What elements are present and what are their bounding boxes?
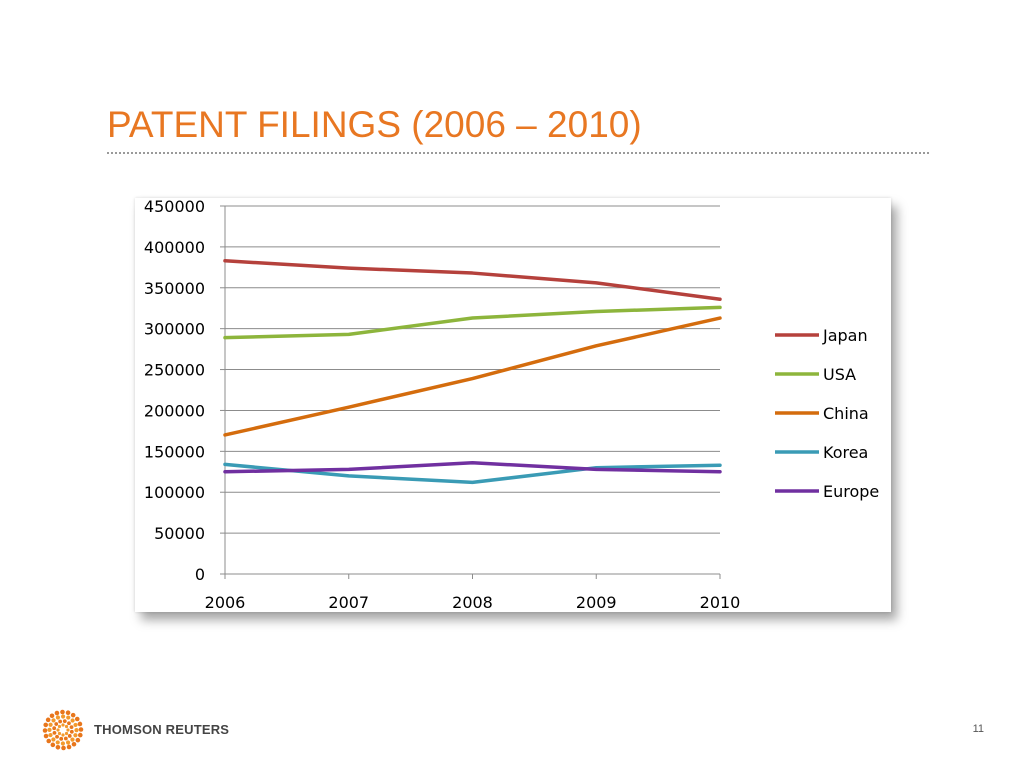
- logo-dot: [50, 742, 56, 748]
- logo-dot: [62, 719, 67, 724]
- x-tick-label: 2009: [576, 593, 617, 612]
- logo-dot: [71, 741, 77, 747]
- logo-dot: [57, 731, 62, 736]
- thomson-reuters-logo-icon: [42, 709, 84, 751]
- logo-dot: [55, 744, 61, 750]
- logo-dot: [61, 733, 65, 737]
- logo-dot: [54, 710, 60, 716]
- series-line-japan: [223, 259, 722, 301]
- series-line-europe: [223, 461, 722, 474]
- legend-label-china: China: [823, 404, 869, 423]
- logo-dot: [59, 736, 64, 741]
- slide-title: PATENT FILINGS (2006 – 2010): [107, 104, 642, 145]
- logo-dot: [74, 716, 80, 722]
- logo-dot: [52, 730, 57, 735]
- series-line-korea: [223, 462, 722, 485]
- x-tick-label: 2006: [205, 593, 246, 612]
- y-axis-tick-labels: 0 50000 100000 150000 200000 250000 300000 3500…: [144, 198, 205, 584]
- logo-dot: [70, 737, 75, 742]
- logo-dot: [69, 725, 74, 730]
- logo-dot: [65, 740, 71, 745]
- logo-dot: [54, 722, 59, 726]
- logo-dot: [77, 732, 83, 738]
- y-tick-label: 300000: [144, 320, 205, 339]
- logo-dot: [57, 724, 62, 729]
- line-chart: 0 50000 100000 150000 200000 250000 300000 3500…: [135, 198, 891, 612]
- series-line-usa: [223, 305, 722, 340]
- logo-dot: [52, 726, 57, 731]
- logo-dot: [45, 717, 51, 723]
- chart-series: [223, 259, 722, 485]
- logo-dot: [75, 737, 81, 743]
- legend-label-korea: Korea: [823, 443, 868, 462]
- logo-dot: [43, 722, 49, 728]
- logo-dot: [66, 715, 71, 720]
- y-tick-label: 250000: [144, 361, 205, 380]
- y-tick-label: 200000: [144, 401, 205, 420]
- logo-dot: [49, 713, 55, 719]
- logo-dot: [70, 718, 75, 723]
- logo-dot: [46, 738, 52, 744]
- logo-dot: [56, 728, 60, 732]
- logo-dot: [73, 733, 78, 738]
- x-tick-label: 2007: [328, 593, 369, 612]
- logo-dot: [67, 734, 72, 738]
- chart-gridlines: [225, 205, 720, 534]
- logo-dot: [66, 728, 70, 732]
- series-line-china: [223, 316, 722, 437]
- logo-dot: [74, 727, 79, 733]
- logo-dot: [58, 719, 63, 724]
- logo-dot: [67, 721, 71, 726]
- logo-dot: [77, 721, 83, 727]
- y-tick-label: 0: [195, 565, 205, 584]
- legend-label-usa: USA: [823, 365, 856, 384]
- logo-dot: [60, 741, 66, 746]
- logo-dot: [51, 718, 56, 723]
- logo-dot: [69, 729, 74, 734]
- logo-dot: [55, 715, 61, 720]
- logo-dot: [43, 733, 49, 739]
- x-axis-tick-labels: 2006 2007 2008 2009 2010: [205, 593, 741, 612]
- y-tick-label: 350000: [144, 279, 205, 298]
- logo-dot: [48, 722, 53, 727]
- x-tick-label: 2010: [700, 593, 741, 612]
- y-tick-label: 400000: [144, 238, 205, 257]
- logo-dot: [47, 727, 52, 733]
- chart-canvas: 0 50000 100000 150000 200000 250000 300000 3500…: [144, 198, 879, 612]
- chart-axes: [220, 205, 721, 579]
- logo-dot: [60, 709, 65, 715]
- y-tick-label: 150000: [144, 442, 205, 461]
- legend-label-europe: Europe: [823, 482, 879, 501]
- logo-dot: [51, 737, 56, 742]
- page-number: 11: [972, 723, 984, 735]
- title-divider: [107, 152, 929, 154]
- logo-dot: [70, 712, 76, 718]
- logo-dot: [78, 727, 84, 732]
- footer-brand-name: THOMSON REUTERS: [94, 722, 230, 737]
- chart-legend: Japan USA China Korea Europe: [775, 326, 879, 501]
- y-tick-label: 50000: [154, 524, 205, 543]
- logo-dot: [48, 732, 53, 738]
- logo-dot: [61, 745, 66, 751]
- logo-dot: [55, 734, 59, 739]
- logo-dot: [63, 736, 68, 741]
- logo-dot: [65, 710, 71, 716]
- logo-dot: [64, 724, 69, 729]
- logo-dot: [42, 728, 48, 733]
- logo-dot: [55, 740, 60, 745]
- y-tick-label: 100000: [144, 483, 205, 502]
- logo-dot: [64, 731, 69, 736]
- x-tick-label: 2008: [452, 593, 493, 612]
- logo-dot: [66, 744, 72, 750]
- logo-dot: [73, 722, 78, 728]
- logo-dot: [60, 714, 66, 719]
- logo-dot: [61, 723, 65, 727]
- y-tick-label: 450000: [144, 198, 205, 216]
- legend-label-japan: Japan: [822, 326, 868, 345]
